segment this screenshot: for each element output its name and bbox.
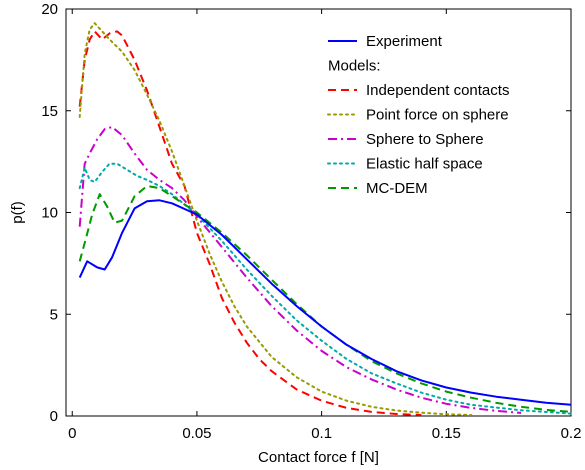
legend-label: MC-DEM xyxy=(366,180,428,197)
series-lines xyxy=(78,22,572,416)
axis-tick-labels: 0 0.05 0.1 0.15 0.2 0 5 10 15 20 xyxy=(41,1,581,442)
x-tick-label: 0.1 xyxy=(311,425,332,442)
plot-border xyxy=(65,8,572,417)
plot-frame xyxy=(65,8,572,417)
legend-label: Experiment xyxy=(366,33,443,50)
y-tick-label: 0 xyxy=(50,408,58,425)
series-line-elastic-half-space xyxy=(78,162,572,415)
series-line-mc-dem xyxy=(78,185,572,413)
legend-label: Sphere to Sphere xyxy=(366,131,484,148)
legend-label: Point force on sphere xyxy=(366,107,509,124)
x-tick-label: 0.2 xyxy=(561,425,582,442)
series-line-sphere-to-sphere xyxy=(78,126,522,414)
y-tick-label: 5 xyxy=(50,306,58,323)
x-tick-label: 0.05 xyxy=(182,425,211,442)
y-tick-label: 15 xyxy=(41,103,58,120)
series-line-experiment xyxy=(78,199,572,406)
axis-ticks xyxy=(66,8,572,417)
x-tick-label: 0 xyxy=(68,425,76,442)
legend-subheading: Models: xyxy=(328,58,381,75)
series-line-point-force-on-sphere xyxy=(78,22,473,416)
y-tick-label: 20 xyxy=(41,1,58,18)
legend-label: Independent contacts xyxy=(366,82,509,99)
legend: Experiment Models: Independent contacts Poi… xyxy=(327,33,509,197)
y-tick-label: 10 xyxy=(41,205,58,222)
legend-label: Elastic half space xyxy=(366,156,483,173)
y-axis-title: p(f) xyxy=(9,201,26,224)
x-axis-title: Contact force f [N] xyxy=(258,449,379,466)
x-tick-label: 0.15 xyxy=(432,425,461,442)
